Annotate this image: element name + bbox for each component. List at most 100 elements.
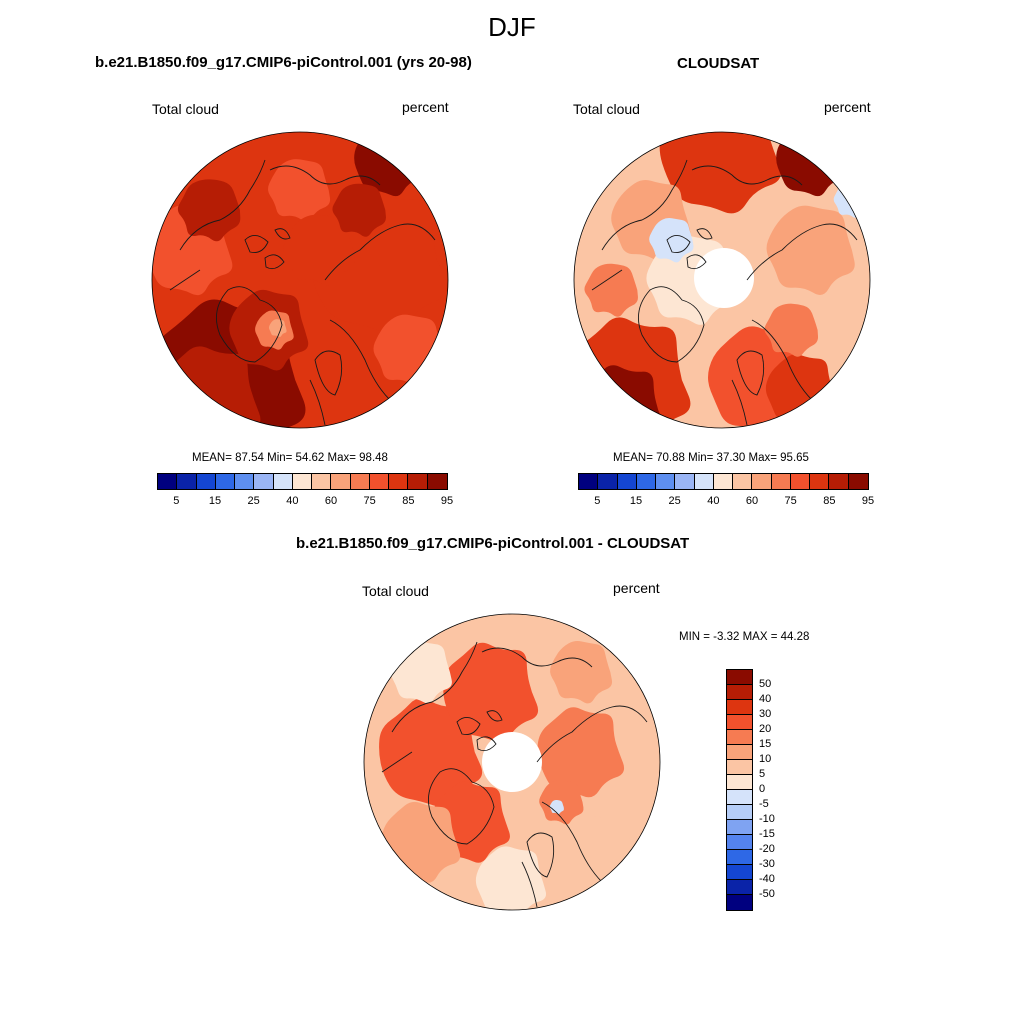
eurasia-coast — [309, 223, 436, 426]
colorbar-tick-label: 25 — [668, 495, 681, 507]
model-units-label: percent — [402, 99, 449, 115]
colorbar-swatch — [733, 474, 753, 489]
model-variable-label: Total cloud — [152, 101, 219, 117]
colorbar-tick-label: 95 — [861, 495, 875, 507]
colorbar-tick-label: -20 — [759, 843, 775, 855]
colorbar-swatch — [810, 474, 830, 489]
obs-panel-title: CLOUDSAT — [677, 55, 760, 72]
colorbar-tick-label: 25 — [247, 495, 260, 507]
contour-region — [537, 707, 625, 798]
figure-title: DJF — [488, 12, 536, 42]
colorbar-tick-label: -15 — [759, 828, 775, 840]
colorbar-swatch — [598, 474, 618, 489]
colorbar-tick-label: 5 — [759, 768, 766, 780]
colorbar-tick-label: 85 — [823, 495, 836, 507]
contour-region — [268, 319, 287, 337]
map-border — [151, 131, 449, 429]
colorbar-swatch — [196, 474, 216, 489]
colorbar-swatch — [713, 474, 734, 489]
colorbar-tick-label: 85 — [402, 495, 415, 507]
colorbar-swatch — [350, 474, 370, 489]
colorbar-swatch — [727, 745, 752, 760]
contour-region — [577, 365, 664, 428]
coastlines — [591, 159, 858, 426]
diff-colorbar — [726, 669, 753, 911]
model-stats: MEAN= 87.54 Min= 54.62 Max= 98.48 — [192, 452, 388, 464]
siberia-coast — [481, 647, 593, 668]
colorbar-tick-label: -40 — [759, 873, 775, 885]
scandinavia-coast — [526, 832, 555, 878]
north-america-coast — [169, 159, 266, 291]
colorbar-swatch — [727, 850, 752, 865]
colorbar-tick-label: 30 — [759, 708, 772, 720]
map-border — [573, 131, 871, 429]
colorbar-tick-label: 40 — [286, 495, 299, 507]
colorbar-swatch — [389, 474, 409, 489]
colorbar-swatch — [752, 474, 772, 489]
siberia-coast — [691, 165, 803, 186]
colorbar-swatch — [273, 474, 293, 489]
colorbar-swatch — [292, 474, 313, 489]
diff-polar-map — [363, 613, 661, 911]
north-america-coast — [381, 641, 478, 773]
contour-region — [332, 183, 386, 237]
colorbar-swatch — [636, 474, 657, 489]
colorbar-swatch — [177, 474, 197, 489]
scandinavia-coast — [736, 350, 765, 396]
colorbar-swatch — [727, 775, 752, 790]
contour-region — [549, 799, 564, 815]
colorbar-swatch — [675, 474, 695, 489]
colorbar-swatch — [727, 715, 752, 730]
coastlines — [169, 159, 436, 426]
colorbar-tick-label: 15 — [629, 495, 643, 507]
archipelago-coast — [456, 710, 503, 752]
colorbar-swatch — [331, 474, 351, 489]
colorbar-tick-label: -50 — [759, 888, 775, 900]
colorbar-swatch — [579, 474, 599, 489]
colorbar-tick-label: 10 — [759, 753, 772, 765]
colorbar-swatch — [829, 474, 849, 489]
colorbar-swatch — [727, 895, 752, 910]
colorbar-swatch — [727, 670, 752, 685]
colorbar-tick-label: 40 — [707, 495, 720, 507]
contour-region — [550, 641, 613, 704]
colorbar-swatch — [727, 820, 752, 835]
colorbar-swatch — [727, 700, 752, 715]
model-polar-map — [151, 131, 449, 429]
colorbar-swatch — [790, 474, 811, 489]
contour-region — [267, 159, 331, 222]
map-border — [363, 613, 661, 911]
colorbar-tick-label: 0 — [759, 783, 766, 795]
colorbar-swatch — [694, 474, 714, 489]
obs-variable-label: Total cloud — [573, 101, 640, 117]
archipelago-coast — [244, 228, 291, 270]
colorbar-swatch — [158, 474, 178, 489]
contour-region — [283, 214, 355, 286]
colorbar-swatch — [727, 790, 752, 805]
colorbar-swatch — [727, 880, 752, 895]
eurasia-coast — [731, 223, 858, 426]
colorbar-tick-label: 60 — [324, 495, 338, 507]
diff-panel-title: b.e21.B1850.f09_g17.CMIP6-piControl.001 … — [296, 535, 690, 552]
north-america-coast — [591, 159, 688, 291]
colorbar-tick-label: 40 — [759, 693, 772, 705]
colorbar-swatch — [408, 474, 428, 489]
colorbar-tick-label: 5 — [173, 495, 180, 507]
colorbar-swatch — [727, 730, 752, 745]
colorbar-tick-label: 5 — [594, 495, 601, 507]
colorbar-swatch — [771, 474, 791, 489]
colorbar-tick-label: 15 — [759, 738, 772, 750]
siberia-coast — [269, 165, 381, 186]
colorbar-swatch — [727, 685, 752, 700]
colorbar-swatch — [848, 474, 868, 489]
missing-data-hole — [694, 248, 754, 308]
eurasia-coast — [521, 705, 648, 908]
colorbar-swatch — [215, 474, 236, 489]
obs-polar-map — [573, 131, 871, 429]
colorbar-tick-label: 15 — [208, 495, 222, 507]
colorbar-swatch — [727, 760, 752, 775]
colorbar-swatch — [427, 474, 447, 489]
diff-units-label: percent — [613, 580, 660, 596]
colorbar-tick-label: 20 — [759, 723, 772, 735]
model-panel-title: b.e21.B1850.f09_g17.CMIP6-piControl.001 … — [95, 54, 472, 71]
